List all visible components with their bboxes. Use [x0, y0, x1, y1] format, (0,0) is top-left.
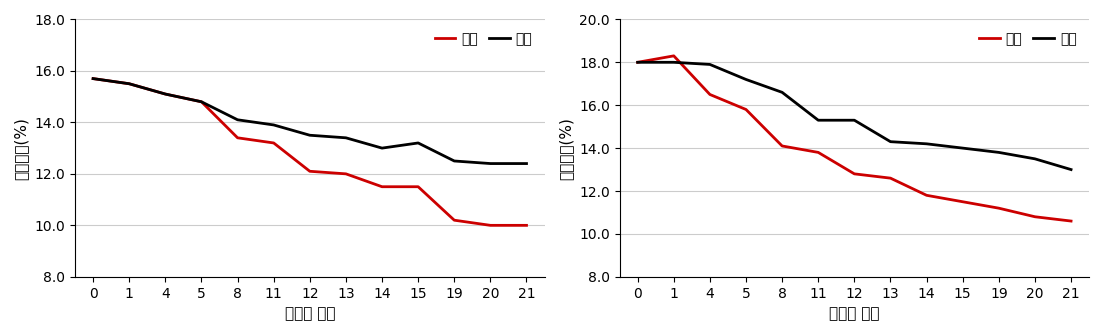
햇빛 [195, 100, 208, 104]
X-axis label: 처리후 일수: 처리후 일수 [829, 306, 879, 321]
햇빛 [667, 54, 681, 58]
Line: 햇빛: 햇빛 [638, 56, 1071, 221]
햇빛 [704, 92, 717, 96]
햇빛 [1028, 215, 1041, 219]
그늘 [520, 161, 533, 165]
햇빛 [1064, 219, 1078, 223]
그늘 [122, 82, 136, 86]
Line: 그늘: 그늘 [638, 62, 1071, 170]
그늘 [631, 60, 644, 64]
그늘 [86, 77, 99, 81]
햇빛 [340, 172, 353, 176]
그늘 [303, 133, 317, 137]
햇빛 [231, 136, 244, 140]
햇빛 [739, 108, 752, 112]
그늘 [159, 92, 172, 96]
그늘 [231, 118, 244, 122]
그늘 [812, 118, 825, 122]
햇빛 [267, 141, 280, 145]
그늘 [375, 146, 388, 150]
햇빛 [484, 223, 497, 227]
Y-axis label: 수분함량(%): 수분함량(%) [14, 117, 29, 180]
햇빛 [303, 169, 317, 173]
Line: 햇빛: 햇빛 [93, 79, 526, 225]
Legend: 햇빛, 그늘: 햇빛, 그늘 [429, 26, 537, 52]
그늘 [956, 146, 970, 150]
Line: 그늘: 그늘 [93, 79, 526, 163]
그늘 [667, 60, 681, 64]
햇빛 [775, 144, 789, 148]
햇빛 [122, 82, 136, 86]
Y-axis label: 수분함량(%): 수분함량(%) [558, 117, 574, 180]
Legend: 햇빛, 그늘: 햇빛, 그늘 [974, 26, 1082, 52]
그늘 [411, 141, 425, 145]
햇빛 [159, 92, 172, 96]
햇빛 [411, 185, 425, 189]
그늘 [195, 100, 208, 104]
그늘 [884, 140, 897, 144]
햇빛 [631, 60, 644, 64]
햇빛 [920, 193, 933, 197]
X-axis label: 처리후 일수: 처리후 일수 [285, 306, 335, 321]
햇빛 [848, 172, 861, 176]
그늘 [1028, 157, 1041, 161]
그늘 [920, 142, 933, 146]
그늘 [993, 150, 1006, 154]
햇빛 [375, 185, 388, 189]
그늘 [704, 62, 717, 66]
그늘 [775, 90, 789, 94]
그늘 [340, 136, 353, 140]
그늘 [1064, 168, 1078, 172]
햇빛 [812, 150, 825, 154]
햇빛 [448, 218, 461, 222]
햇빛 [993, 206, 1006, 210]
햇빛 [86, 77, 99, 81]
햇빛 [520, 223, 533, 227]
햇빛 [956, 200, 970, 204]
그늘 [848, 118, 861, 122]
그늘 [267, 123, 280, 127]
그늘 [484, 161, 497, 165]
그늘 [448, 159, 461, 163]
그늘 [739, 77, 752, 81]
햇빛 [884, 176, 897, 180]
